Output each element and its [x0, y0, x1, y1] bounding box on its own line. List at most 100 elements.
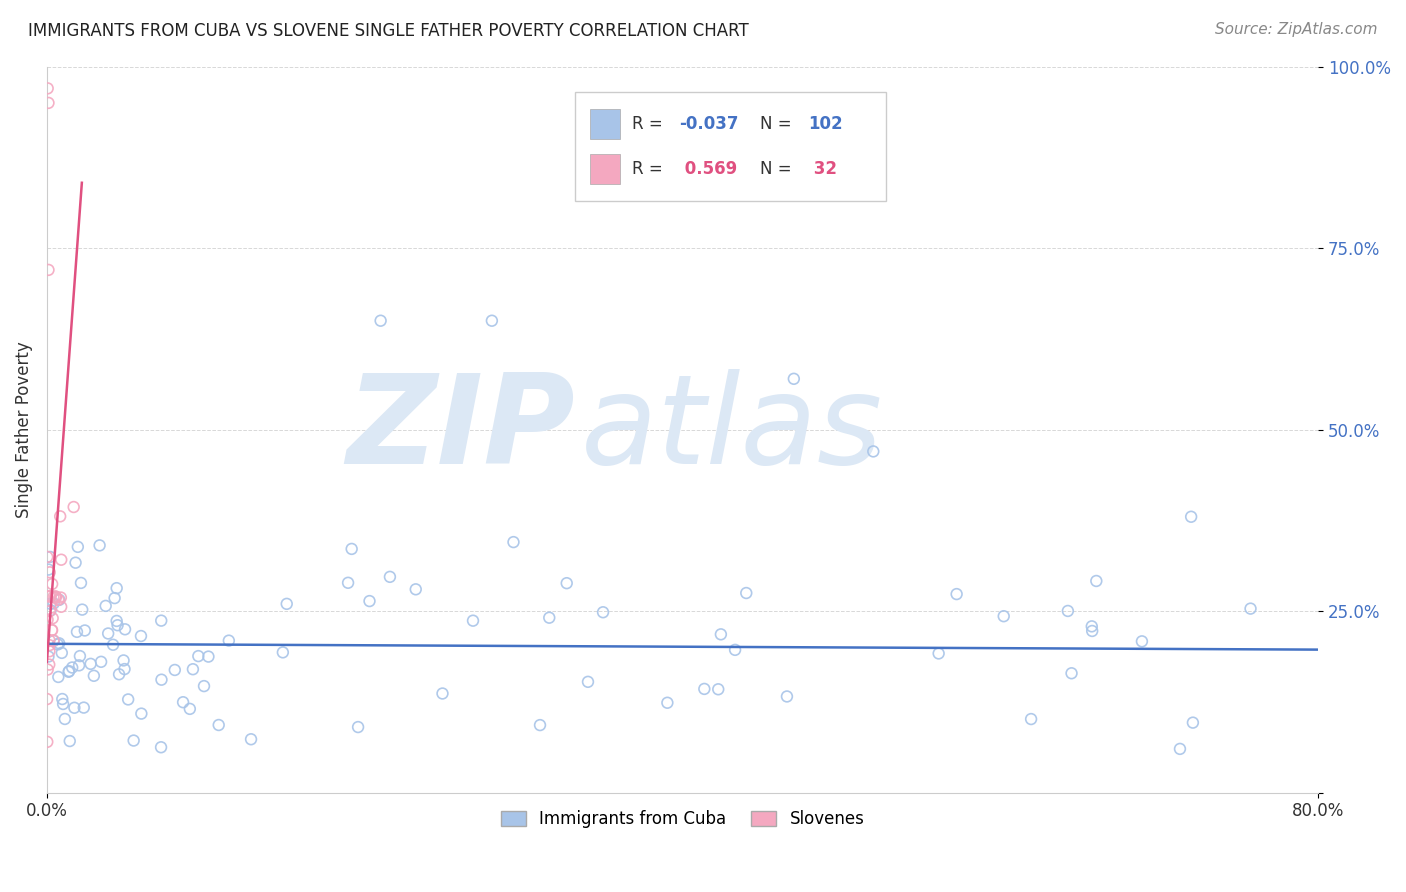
Point — [107, 618, 129, 632]
Point — [945, 587, 967, 601]
Point — [502, 535, 524, 549]
Point — [657, 696, 679, 710]
Point — [41, 623, 63, 637]
Point — [58, 664, 80, 678]
Point — [44, 590, 66, 604]
Point — [783, 372, 806, 386]
Point — [46, 637, 69, 651]
Point — [122, 733, 145, 747]
Point — [776, 690, 799, 704]
Point — [208, 718, 231, 732]
Point — [114, 622, 136, 636]
Point — [150, 673, 173, 687]
Point — [131, 706, 153, 721]
Point — [172, 695, 194, 709]
Point — [1081, 619, 1104, 633]
Text: R =: R = — [631, 115, 662, 133]
Point — [481, 314, 503, 328]
Point — [538, 610, 561, 624]
Point — [63, 700, 86, 714]
Point — [1130, 634, 1153, 648]
Point — [928, 647, 950, 661]
FancyBboxPatch shape — [591, 153, 620, 184]
Point — [66, 624, 89, 639]
Point — [53, 712, 76, 726]
Point — [38, 657, 60, 672]
Point — [39, 549, 62, 564]
Point — [39, 603, 62, 617]
Point — [48, 592, 70, 607]
Point — [187, 649, 209, 664]
Point — [38, 644, 60, 658]
Point — [37, 589, 59, 603]
Point — [51, 599, 73, 614]
Text: N =: N = — [761, 115, 792, 133]
Point — [378, 570, 401, 584]
Point — [271, 645, 294, 659]
Point — [1239, 601, 1261, 615]
Point — [38, 604, 60, 618]
Point — [38, 566, 60, 580]
Point — [94, 599, 117, 613]
Point — [39, 597, 62, 611]
Point — [370, 314, 392, 328]
Point — [49, 509, 72, 524]
Point — [67, 658, 90, 673]
Point — [42, 590, 65, 604]
Point — [37, 663, 59, 677]
Point — [276, 597, 298, 611]
Point — [461, 614, 484, 628]
Point — [1019, 712, 1042, 726]
Point — [150, 614, 173, 628]
Text: R =: R = — [631, 160, 662, 178]
Point — [1081, 624, 1104, 638]
Point — [97, 626, 120, 640]
Point — [38, 638, 60, 652]
Point — [45, 590, 67, 604]
Point — [90, 655, 112, 669]
Point — [337, 575, 360, 590]
Text: Source: ZipAtlas.com: Source: ZipAtlas.com — [1215, 22, 1378, 37]
Point — [73, 624, 96, 638]
Point — [42, 633, 65, 648]
Text: ZIP: ZIP — [346, 369, 575, 490]
Point — [60, 660, 83, 674]
Point — [1181, 715, 1204, 730]
Point — [51, 552, 73, 566]
Point — [48, 592, 70, 607]
Point — [150, 740, 173, 755]
Point — [105, 614, 128, 628]
Point — [37, 263, 59, 277]
Text: -0.037: -0.037 — [679, 115, 740, 133]
Point — [1057, 604, 1080, 618]
Point — [48, 636, 70, 650]
Point — [49, 591, 72, 605]
Point — [576, 674, 599, 689]
Point — [52, 697, 75, 711]
Point — [993, 609, 1015, 624]
Point — [58, 665, 80, 679]
Point — [347, 720, 370, 734]
FancyBboxPatch shape — [591, 109, 620, 139]
Point — [62, 500, 84, 514]
Point — [37, 692, 59, 706]
Point — [65, 556, 87, 570]
Point — [70, 602, 93, 616]
Point — [66, 540, 89, 554]
Point — [59, 734, 82, 748]
Point — [83, 669, 105, 683]
Point — [105, 581, 128, 595]
Text: 102: 102 — [808, 115, 842, 133]
Point — [89, 538, 111, 552]
Point — [73, 700, 96, 714]
Point — [432, 686, 454, 700]
Point — [193, 679, 215, 693]
Point — [218, 633, 240, 648]
Point — [1168, 742, 1191, 756]
Point — [37, 95, 59, 110]
Point — [46, 670, 69, 684]
Point — [240, 732, 263, 747]
Point — [42, 596, 65, 610]
Point — [592, 605, 614, 619]
Point — [112, 653, 135, 667]
